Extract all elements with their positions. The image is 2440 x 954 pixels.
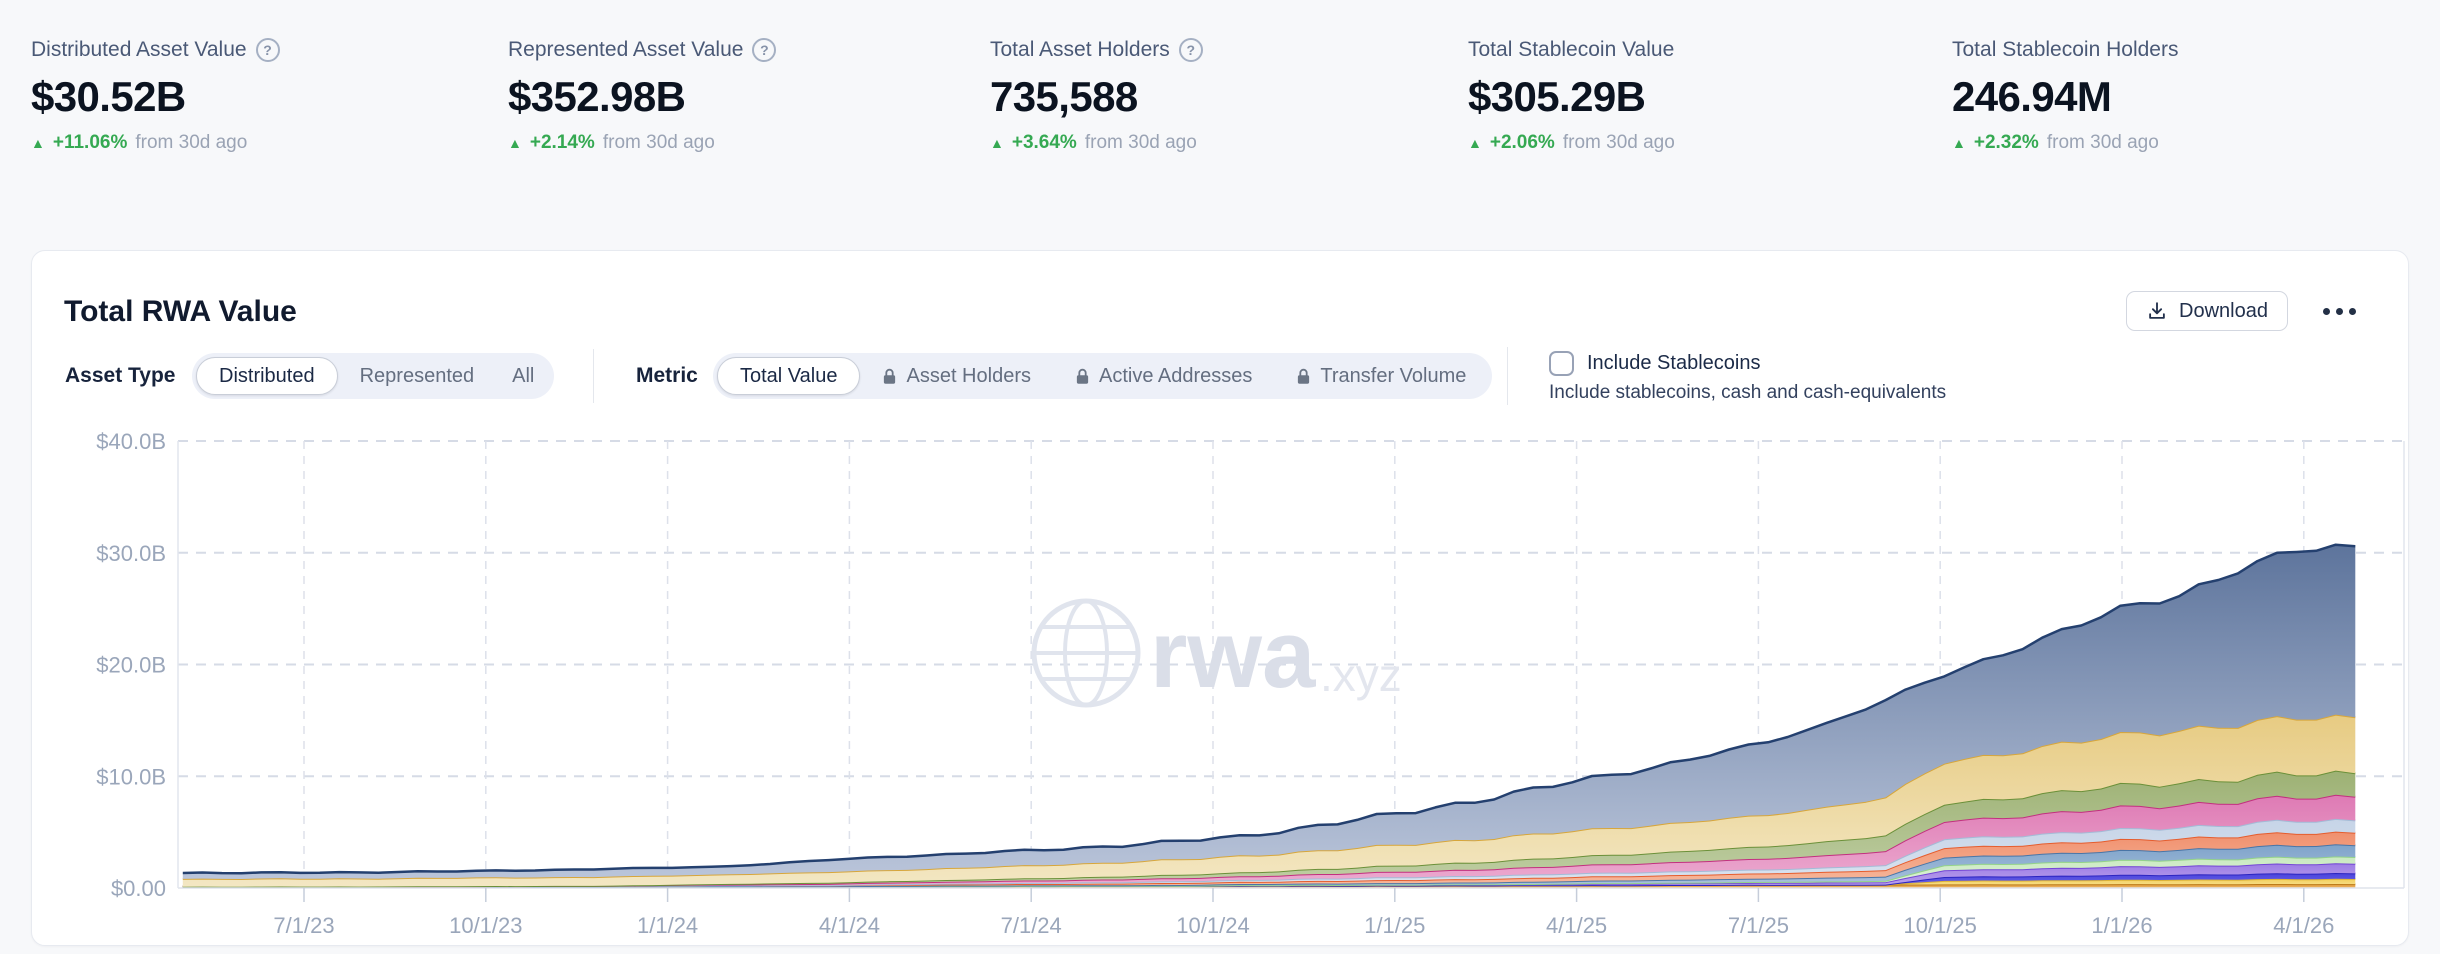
svg-text:1/1/24: 1/1/24	[637, 913, 698, 938]
metric-segmented: Total Value Asset Holders Active Address…	[713, 353, 1493, 399]
stat-value: 735,588	[990, 73, 1138, 120]
delta-period: from 30d ago	[135, 132, 248, 153]
help-icon[interactable]: ?	[1178, 38, 1203, 62]
stat-value: $30.52B	[31, 73, 186, 120]
rwa-value-chart[interactable]: $40.0B $30.0B $20.0B $10.0B $0.00 rwa .xyz 7/1/…	[32, 421, 2408, 947]
segment-asset-holders[interactable]: Asset Holders	[860, 357, 1053, 395]
stat-delta: ▲ +2.06% from 30d ago	[1468, 132, 1675, 154]
segment-total-value[interactable]: Total Value	[717, 357, 861, 395]
svg-text:.xyz: .xyz	[1320, 649, 1402, 701]
stat-value: $352.98B	[508, 73, 686, 120]
delta-period: from 30d ago	[2046, 132, 2159, 153]
stat-delta: ▲ +2.32% from 30d ago	[1952, 132, 2178, 154]
stats-row: Distributed Asset Value ? $30.52B ▲ +11.…	[0, 36, 2440, 196]
download-button[interactable]: Download	[2126, 291, 2288, 331]
svg-text:$40.0B: $40.0B	[96, 429, 166, 454]
help-icon[interactable]: ?	[255, 38, 280, 62]
download-label: Download	[2179, 299, 2268, 322]
svg-text:$0.00: $0.00	[111, 876, 166, 901]
segment-represented[interactable]: Represented	[359, 364, 475, 387]
stat-label: Represented Asset Value	[508, 38, 744, 61]
svg-text:1/1/25: 1/1/25	[1364, 913, 1425, 938]
delta-period: from 30d ago	[1084, 132, 1197, 153]
stat-label: Total Asset Holders	[990, 38, 1170, 61]
svg-text:rwa: rwa	[1150, 601, 1316, 708]
delta-percent: +2.14%	[529, 132, 595, 153]
up-arrow-icon: ▲	[1952, 135, 1966, 151]
delta-percent: +2.06%	[1489, 132, 1555, 153]
asset-type-label: Asset Type	[65, 364, 176, 387]
include-stablecoins-label[interactable]: Include Stablecoins	[1587, 351, 1761, 374]
delta-period: from 30d ago	[1562, 132, 1675, 153]
include-stablecoins-description: Include stablecoins, cash and cash-equiv…	[1549, 382, 1947, 403]
up-arrow-icon: ▲	[31, 135, 45, 151]
stat-card-total-asset-holders: Total Asset Holders ? 735,588 ▲ +3.64% f…	[990, 36, 1203, 154]
stat-label: Total Stablecoin Value	[1468, 38, 1675, 61]
lock-icon	[1075, 368, 1090, 385]
metric-label: Metric	[636, 364, 698, 387]
stat-label: Distributed Asset Value	[31, 38, 247, 61]
lock-icon	[1296, 368, 1311, 385]
svg-text:$10.0B: $10.0B	[96, 764, 166, 789]
stat-label: Total Stablecoin Holders	[1952, 38, 2179, 61]
asset-type-segmented: Distributed Represented All	[192, 353, 555, 399]
svg-text:10/1/25: 10/1/25	[1903, 913, 1976, 938]
stat-value: $305.29B	[1468, 73, 1646, 120]
svg-text:4/1/24: 4/1/24	[819, 913, 880, 938]
stat-card-represented-asset-value: Represented Asset Value ? $352.98B ▲ +2.…	[508, 36, 777, 154]
svg-text:4/1/25: 4/1/25	[1546, 913, 1607, 938]
segment-transfer-volume[interactable]: Transfer Volume	[1274, 357, 1488, 395]
stat-delta: ▲ +2.14% from 30d ago	[508, 132, 776, 154]
more-options-button[interactable]	[2321, 299, 2358, 323]
include-stablecoins-group: Include Stablecoins Include stablecoins,…	[1549, 350, 1946, 404]
rwa-watermark: rwa .xyz	[1031, 598, 1402, 708]
stat-card-total-stablecoin-holders: Total Stablecoin Holders 246.94M ▲ +2.32…	[1952, 36, 2178, 154]
dots-icon	[2323, 307, 2330, 315]
stat-value: 246.94M	[1952, 73, 2112, 120]
svg-text:7/1/25: 7/1/25	[1728, 913, 1789, 938]
stat-delta: ▲ +3.64% from 30d ago	[990, 132, 1203, 154]
svg-text:1/1/26: 1/1/26	[2091, 913, 2152, 938]
svg-text:10/1/24: 10/1/24	[1176, 913, 1249, 938]
segment-distributed[interactable]: Distributed	[196, 357, 338, 395]
up-arrow-icon: ▲	[990, 135, 1004, 151]
up-arrow-icon: ▲	[508, 135, 522, 151]
svg-text:$20.0B: $20.0B	[96, 653, 166, 678]
stat-delta: ▲ +11.06% from 30d ago	[31, 132, 280, 154]
delta-percent: +3.64%	[1011, 132, 1077, 153]
delta-period: from 30d ago	[602, 132, 715, 153]
stat-card-distributed-asset-value: Distributed Asset Value ? $30.52B ▲ +11.…	[31, 36, 280, 154]
svg-text:7/1/23: 7/1/23	[273, 913, 334, 938]
svg-text:4/1/26: 4/1/26	[2273, 913, 2334, 938]
svg-text:10/1/23: 10/1/23	[449, 913, 522, 938]
include-stablecoins-checkbox[interactable]	[1549, 350, 1574, 376]
page-title: Total RWA Value	[64, 295, 297, 328]
divider	[593, 349, 594, 403]
svg-text:7/1/24: 7/1/24	[1001, 913, 1062, 938]
stat-card-total-stablecoin-value: Total Stablecoin Value $305.29B ▲ +2.06%…	[1468, 36, 1675, 154]
divider	[1507, 347, 1508, 405]
download-icon	[2146, 300, 2168, 322]
delta-percent: +11.06%	[52, 132, 128, 153]
delta-percent: +2.32%	[1973, 132, 2039, 153]
up-arrow-icon: ▲	[1468, 135, 1482, 151]
lock-icon	[882, 368, 897, 385]
svg-text:$30.0B: $30.0B	[96, 541, 166, 566]
segment-active-addresses[interactable]: Active Addresses	[1053, 357, 1274, 395]
chart-panel: Total RWA Value Download Asset Type Dist…	[31, 250, 2409, 946]
help-icon[interactable]: ?	[752, 38, 777, 62]
segment-all[interactable]: All	[512, 364, 535, 387]
